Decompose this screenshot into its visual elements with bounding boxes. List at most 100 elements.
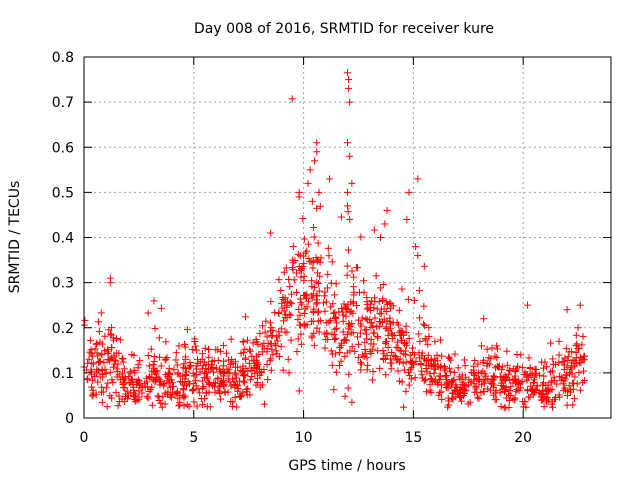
data-point: [141, 383, 149, 391]
data-point: [154, 392, 162, 400]
data-point: [193, 402, 201, 410]
data-point: [138, 389, 146, 397]
data-point: [350, 298, 358, 306]
data-point: [407, 364, 415, 372]
data-point: [355, 316, 363, 324]
data-point: [277, 342, 285, 350]
data-point: [376, 309, 384, 317]
x-tick-labels: 0 5 10 15 20: [80, 430, 533, 446]
data-point: [107, 344, 115, 352]
data-point: [113, 373, 121, 381]
data-point: [96, 338, 104, 346]
data-point: [313, 204, 321, 212]
data-point: [399, 359, 407, 367]
data-point: [173, 361, 181, 369]
data-point: [381, 355, 389, 363]
data-point: [162, 355, 170, 363]
data-point: [310, 307, 318, 315]
data-point: [131, 391, 139, 399]
data-point: [308, 294, 316, 302]
data-point: [357, 320, 365, 328]
data-point: [456, 394, 464, 402]
data-point: [408, 357, 416, 365]
data-point: [488, 344, 496, 352]
data-point: [103, 403, 111, 411]
data-point: [183, 401, 191, 409]
data-point: [421, 322, 429, 330]
data-point: [181, 343, 189, 351]
data-point: [149, 376, 157, 384]
data-point: [231, 363, 239, 371]
axis-ticks: [83, 56, 611, 419]
data-point: [397, 347, 405, 355]
data-point: [183, 382, 191, 390]
data-point: [262, 317, 270, 325]
data-point: [376, 234, 384, 241]
data-point: [410, 296, 418, 304]
data-point: [326, 175, 334, 183]
data-point: [279, 366, 287, 374]
data-point: [324, 270, 332, 278]
data-point: [336, 344, 344, 352]
data-point: [387, 365, 395, 373]
data-point: [176, 391, 184, 399]
data-point: [89, 360, 97, 368]
data-point: [287, 290, 295, 298]
data-point: [470, 366, 478, 374]
data-point: [456, 393, 464, 401]
data-point: [503, 347, 511, 355]
data-point: [397, 336, 405, 344]
data-point: [151, 325, 159, 333]
data-point: [340, 300, 348, 308]
data-point: [347, 307, 355, 315]
data-point: [343, 271, 351, 279]
data-point: [420, 262, 428, 270]
data-point: [119, 380, 127, 388]
data-point: [576, 353, 584, 361]
data-point: [315, 279, 323, 287]
data-point: [395, 306, 403, 314]
data-point: [489, 372, 497, 380]
data-point: [94, 318, 102, 326]
data-point: [274, 337, 282, 345]
data-point: [369, 345, 377, 353]
data-point: [216, 390, 224, 398]
data-point: [360, 277, 368, 285]
data-point: [451, 350, 459, 358]
data-point: [179, 385, 187, 393]
data-point: [278, 325, 286, 333]
data-point: [85, 355, 93, 363]
data-point: [400, 403, 408, 411]
data-point: [196, 389, 204, 397]
data-point: [412, 243, 420, 251]
data-point: [571, 362, 579, 370]
data-point: [104, 348, 112, 356]
data-point: [263, 360, 271, 368]
data-point: [300, 260, 308, 268]
data-point: [131, 397, 139, 405]
data-point: [81, 316, 89, 324]
data-point: [228, 355, 236, 363]
data-point: [293, 348, 301, 356]
data-point: [379, 297, 387, 305]
data-point: [362, 330, 370, 338]
data-point: [214, 387, 222, 395]
data-point: [443, 380, 451, 388]
data-point: [424, 357, 432, 365]
data-point: [349, 283, 357, 291]
data-point: [169, 382, 177, 390]
data-point: [450, 368, 458, 376]
data-point: [573, 340, 581, 348]
data-point: [555, 351, 563, 359]
data-point: [414, 175, 422, 183]
data-point: [291, 257, 299, 265]
data-point: [106, 279, 114, 287]
data-point: [497, 381, 505, 389]
data-point: [122, 392, 130, 400]
data-point: [568, 348, 576, 356]
data-point: [347, 329, 355, 337]
data-point: [330, 386, 338, 394]
data-point: [259, 322, 267, 330]
